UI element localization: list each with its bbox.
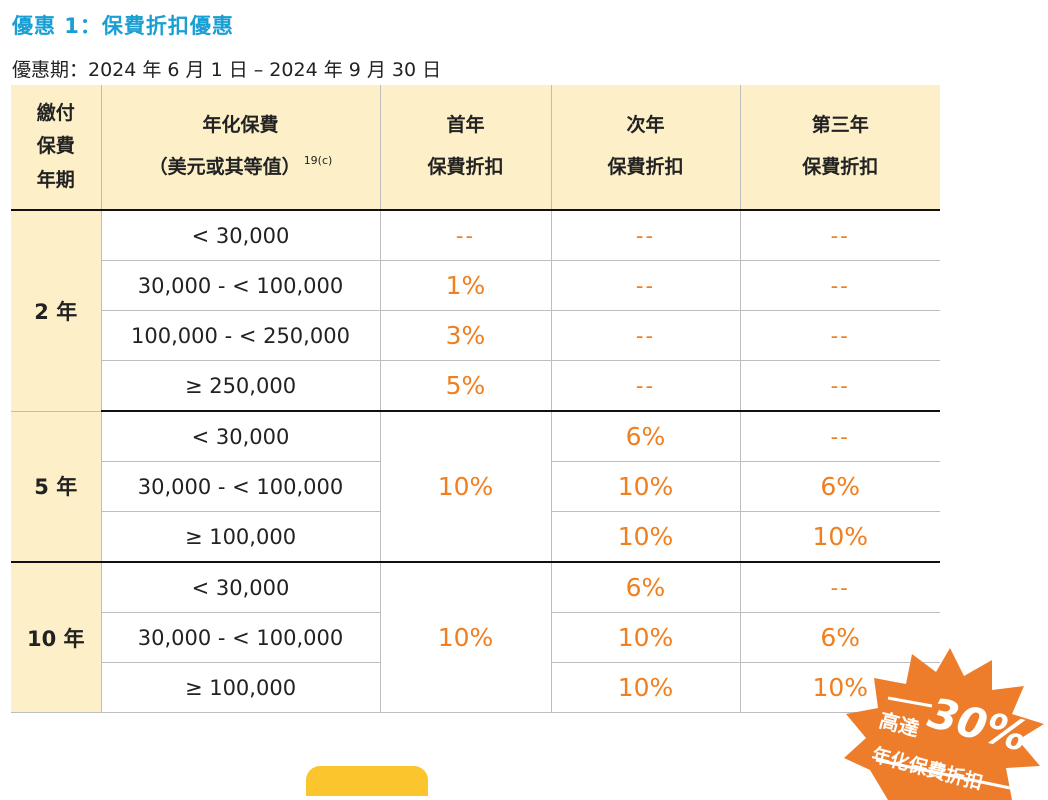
header-first-year-discount: 首年 保費折扣 bbox=[380, 85, 552, 210]
first-year-discount-cell: 3% bbox=[380, 310, 552, 361]
header-second-year-discount: 次年 保費折扣 bbox=[551, 85, 741, 210]
table-row: ≥ 100,000 10% 10% bbox=[11, 662, 940, 713]
header-term-line-1: 繳付 bbox=[36, 102, 75, 125]
third-year-discount-cell: 10% bbox=[740, 511, 940, 563]
term-cell-10yr: 10 年 bbox=[11, 562, 102, 713]
header-first-line-1: 首年 bbox=[446, 114, 485, 137]
third-year-discount-cell: -- bbox=[740, 360, 940, 412]
term-cell-2yr: 2 年 bbox=[11, 210, 102, 412]
term-cell-5yr: 5 年 bbox=[11, 411, 102, 563]
second-year-discount-cell: 10% bbox=[551, 612, 741, 663]
discount-table: 繳付 保費 年期 年化保費 （美元或其等值） 19(c) 首年 保費折扣 次年 保… bbox=[11, 85, 940, 713]
third-year-discount-cell: -- bbox=[740, 411, 940, 462]
header-premium-line-1: 年化保費 bbox=[202, 114, 279, 137]
header-third-line-1: 第三年 bbox=[811, 114, 869, 137]
second-year-discount-cell: -- bbox=[551, 360, 741, 412]
premium-range-cell: < 30,000 bbox=[101, 210, 381, 261]
header-premium-currency: （美元或其等值） bbox=[148, 156, 301, 178]
badge-rule-top bbox=[887, 696, 933, 708]
third-year-discount-cell: 6% bbox=[740, 612, 940, 663]
second-year-discount-cell: -- bbox=[551, 260, 741, 311]
first-year-discount-cell: 10% bbox=[380, 411, 552, 563]
premium-range-cell: 100,000 - < 250,000 bbox=[101, 310, 381, 361]
premium-range-cell: ≥ 100,000 bbox=[101, 662, 381, 713]
header-annual-premium: 年化保費 （美元或其等值） 19(c) bbox=[101, 85, 381, 210]
burst-star bbox=[844, 648, 1044, 800]
first-year-discount-cell: -- bbox=[380, 210, 552, 261]
table-row: ≥ 250,000 5% -- -- bbox=[11, 360, 940, 412]
third-year-discount-cell: -- bbox=[740, 310, 940, 361]
premium-range-cell: 30,000 - < 100,000 bbox=[101, 612, 381, 663]
section-tab bbox=[306, 766, 428, 796]
third-year-discount-cell: -- bbox=[740, 210, 940, 261]
second-year-discount-cell: 10% bbox=[551, 461, 741, 512]
premium-range-cell: < 30,000 bbox=[101, 562, 381, 613]
table-row: 2 年 < 30,000 -- -- -- bbox=[11, 210, 940, 412]
third-year-discount-cell: 6% bbox=[740, 461, 940, 512]
table-row: 30,000 - < 100,000 1% -- -- bbox=[11, 260, 940, 311]
first-year-discount-cell: 1% bbox=[380, 260, 552, 311]
premium-range-cell: 30,000 - < 100,000 bbox=[101, 461, 381, 512]
header-third-year-discount: 第三年 保費折扣 bbox=[740, 85, 940, 210]
first-year-discount-cell: 5% bbox=[380, 360, 552, 412]
header-third-line-2: 保費折扣 bbox=[802, 156, 879, 178]
table-row: 30,000 - < 100,000 10% 6% bbox=[11, 461, 940, 512]
table-row: 100,000 - < 250,000 3% -- -- bbox=[11, 310, 940, 361]
second-year-discount-cell: 6% bbox=[551, 411, 741, 462]
table-row: ≥ 100,000 10% 10% bbox=[11, 511, 940, 563]
second-year-discount-cell: -- bbox=[551, 310, 741, 361]
header-first-line-2: 保費折扣 bbox=[427, 156, 504, 178]
premium-range-cell: ≥ 250,000 bbox=[101, 360, 381, 412]
offer-period: 優惠期：2024 年 6 月 1 日 – 2024 年 9 月 30 日 bbox=[12, 59, 442, 81]
premium-range-cell: ≥ 100,000 bbox=[101, 511, 381, 563]
table-header-row: 繳付 保費 年期 年化保費 （美元或其等值） 19(c) 首年 保費折扣 次年 保… bbox=[11, 85, 940, 210]
third-year-discount-cell: -- bbox=[740, 562, 940, 613]
third-year-discount-cell: -- bbox=[740, 260, 940, 311]
header-second-line-2: 保費折扣 bbox=[607, 156, 684, 178]
header-payment-term: 繳付 保費 年期 bbox=[11, 85, 102, 210]
header-premium-line-2: （美元或其等值） 19(c) bbox=[102, 147, 380, 189]
table-row: 5 年 < 30,000 10% 6% -- bbox=[11, 411, 940, 563]
second-year-discount-cell: 10% bbox=[551, 662, 741, 713]
offer-title: 優惠 1：保費折扣優惠 bbox=[12, 14, 234, 38]
footnote-ref: 19(c) bbox=[303, 154, 333, 167]
first-year-discount-cell: 10% bbox=[380, 562, 552, 713]
premium-range-cell: < 30,000 bbox=[101, 411, 381, 462]
header-term-line-3: 年期 bbox=[36, 168, 75, 191]
table-row: 30,000 - < 100,000 10% 6% bbox=[11, 612, 940, 663]
second-year-discount-cell: -- bbox=[551, 210, 741, 261]
second-year-discount-cell: 6% bbox=[551, 562, 741, 613]
table-row: 10 年 < 30,000 10% 6% -- bbox=[11, 562, 940, 713]
premium-range-cell: 30,000 - < 100,000 bbox=[101, 260, 381, 311]
header-second-line-1: 次年 bbox=[626, 114, 665, 137]
discount-burst-badge: 高達 30% 年化保費折扣 bbox=[840, 640, 1048, 800]
second-year-discount-cell: 10% bbox=[551, 511, 741, 563]
header-term-line-2: 保費 bbox=[36, 135, 75, 158]
